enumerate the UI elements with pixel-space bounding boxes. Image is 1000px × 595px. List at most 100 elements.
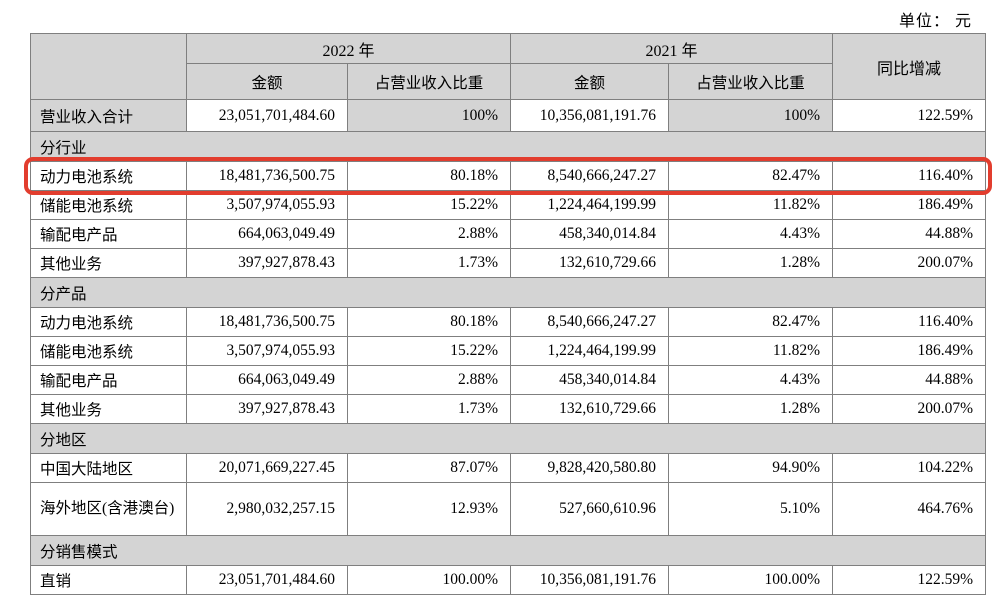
amount-2022: 664,063,049.49: [186, 219, 348, 249]
yoy-change: 122.59%: [832, 565, 987, 595]
ratio-2022: 12.93%: [346, 482, 512, 536]
ratio-2022: 15.22%: [346, 190, 512, 220]
table-row: 海外地区(含港澳台) 2,980,032,257.15 12.93% 527,660,…: [30, 482, 987, 536]
ratio-2021: 11.82%: [668, 190, 834, 220]
amount-2022: 18,481,736,500.75: [186, 307, 348, 337]
amount-2021-header: 金额: [510, 63, 670, 100]
row-label: 动力电池系统: [30, 161, 187, 191]
amount-2021: 10,356,081,191.76: [510, 99, 670, 132]
section-header-row: 分地区: [29, 423, 987, 454]
ratio-2021: 100%: [668, 99, 834, 132]
table-row-total: 营业收入合计 23,051,701,484.60 100% 10,356,081…: [30, 99, 987, 132]
table-row: 中国大陆地区 20,071,669,227.45 87.07% 9,828,420,5…: [30, 453, 987, 483]
amount-2022: 3,507,974,055.93: [186, 336, 348, 366]
table-row: 其他业务 397,927,878.43 1.73% 132,610,729.66 1.2…: [30, 394, 987, 424]
year-2022-header: 2022 年: [185, 33, 512, 64]
amount-2021: 458,340,014.84: [510, 365, 670, 395]
amount-2021: 1,224,464,199.99: [510, 190, 670, 220]
ratio-2022: 100%: [346, 99, 512, 132]
yoy-change: 122.59%: [832, 99, 987, 132]
ratio-2021: 82.47%: [668, 307, 834, 337]
amount-2022: 664,063,049.49: [186, 365, 348, 395]
amount-2021: 10,356,081,191.76: [510, 565, 670, 595]
ratio-2022-header: 占营业收入比重: [346, 63, 512, 100]
revenue-breakdown-table: 2022 年 2021 年 同比增减 金额 占营业收入比重 金额 占营业收入比重…: [24, 33, 992, 595]
table-row: 动力电池系统 18,481,736,500.75 80.18% 8,540,666,2…: [30, 161, 987, 191]
amount-2022: 20,071,669,227.45: [186, 453, 348, 483]
ratio-2021: 5.10%: [668, 482, 834, 536]
corner-header-cell: [30, 33, 187, 100]
ratio-2022: 87.07%: [346, 453, 512, 483]
amount-2022: 2,980,032,257.15: [186, 482, 348, 536]
ratio-2022: 80.18%: [346, 307, 512, 337]
row-label: 储能电池系统: [30, 190, 187, 220]
row-label: 其他业务: [30, 394, 187, 424]
table-row: 输配电产品 664,063,049.49 2.88% 458,340,014.84 4.…: [30, 219, 987, 249]
yoy-change: 44.88%: [832, 219, 987, 249]
ratio-2022: 15.22%: [346, 336, 512, 366]
amount-2021: 132,610,729.66: [510, 248, 670, 278]
section-header-row: 分产品: [29, 277, 987, 308]
section-header-row: 分行业: [29, 131, 987, 162]
ratio-2021: 11.82%: [668, 336, 834, 366]
yoy-change: 116.40%: [832, 307, 987, 337]
amount-2021: 8,540,666,247.27: [510, 161, 670, 191]
section-title: 分地区: [29, 423, 987, 454]
amount-2021: 132,610,729.66: [510, 394, 670, 424]
ratio-2021: 94.90%: [668, 453, 834, 483]
section-header-row: 分销售模式: [29, 535, 987, 566]
section-title: 分产品: [29, 277, 987, 308]
table-row: 其他业务 397,927,878.43 1.73% 132,610,729.66 1.2…: [30, 248, 987, 278]
table-row: 储能电池系统 3,507,974,055.93 15.22% 1,224,464,19…: [30, 336, 987, 366]
ratio-2021: 1.28%: [668, 394, 834, 424]
yoy-change: 44.88%: [832, 365, 987, 395]
amount-2021: 9,828,420,580.80: [510, 453, 670, 483]
row-label: 输配电产品: [30, 365, 187, 395]
yoy-change: 200.07%: [832, 394, 987, 424]
yoy-change: 186.49%: [832, 336, 987, 366]
ratio-2022: 80.18%: [346, 161, 512, 191]
row-label: 直销: [30, 565, 187, 595]
row-label: 储能电池系统: [30, 336, 187, 366]
yoy-change: 104.22%: [832, 453, 987, 483]
amount-2021: 527,660,610.96: [510, 482, 670, 536]
amount-2022: 18,481,736,500.75: [186, 161, 348, 191]
amount-2022: 397,927,878.43: [186, 248, 348, 278]
ratio-2022: 1.73%: [346, 248, 512, 278]
amount-2022: 3,507,974,055.93: [186, 190, 348, 220]
row-label: 其他业务: [30, 248, 187, 278]
table-row: 输配电产品 664,063,049.49 2.88% 458,340,014.84 4.…: [30, 365, 987, 395]
table-row: 动力电池系统 18,481,736,500.75 80.18% 8,540,666,2…: [30, 307, 987, 337]
yoy-header: 同比增减: [832, 33, 987, 100]
ratio-2021: 82.47%: [668, 161, 834, 191]
table-row: 直销 23,051,701,484.60 100.00% 10,356,081,191…: [30, 565, 987, 595]
row-label: 动力电池系统: [30, 307, 187, 337]
amount-2022: 397,927,878.43: [186, 394, 348, 424]
yoy-change: 464.76%: [832, 482, 987, 536]
section-title: 分销售模式: [29, 535, 987, 566]
ratio-2021-header: 占营业收入比重: [668, 63, 834, 100]
ratio-2021: 4.43%: [668, 219, 834, 249]
ratio-2022: 2.88%: [346, 365, 512, 395]
row-label: 营业收入合计: [30, 99, 187, 132]
unit-label: 单位： 元: [898, 13, 972, 30]
yoy-change: 200.07%: [832, 248, 987, 278]
row-label: 中国大陆地区: [30, 453, 187, 483]
year-2021-header: 2021 年: [510, 33, 834, 64]
yoy-change: 186.49%: [832, 190, 987, 220]
yoy-change: 116.40%: [832, 161, 987, 191]
amount-2021: 458,340,014.84: [510, 219, 670, 249]
ratio-2021: 1.28%: [668, 248, 834, 278]
amount-2022-header: 金额: [186, 63, 348, 100]
amount-2021: 1,224,464,199.99: [510, 336, 670, 366]
ratio-2022: 100.00%: [346, 565, 512, 595]
ratio-2022: 1.73%: [346, 394, 512, 424]
ratio-2021: 100.00%: [668, 565, 834, 595]
ratio-2021: 4.43%: [668, 365, 834, 395]
amount-2021: 8,540,666,247.27: [510, 307, 670, 337]
row-label: 输配电产品: [30, 219, 187, 249]
ratio-2022: 2.88%: [346, 219, 512, 249]
row-label: 海外地区(含港澳台): [30, 482, 187, 536]
section-title: 分行业: [29, 131, 987, 162]
amount-2022: 23,051,701,484.60: [186, 565, 348, 595]
